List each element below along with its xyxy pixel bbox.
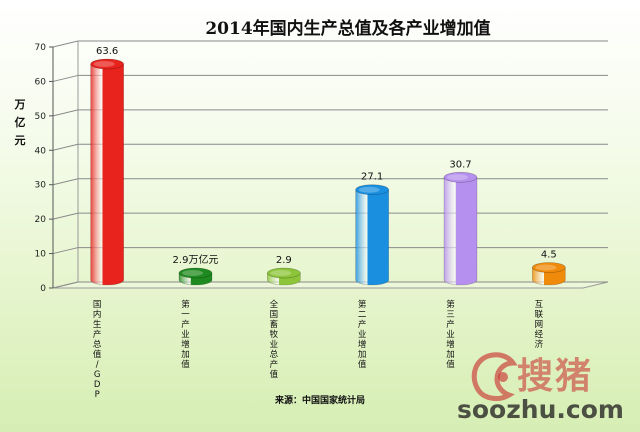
y-tick-label: 0 [40,284,46,294]
bar-top [178,267,213,279]
gridline-depth [52,247,79,255]
bar-top-highlight [93,61,115,68]
bar-top-highlight [182,270,203,277]
bar-top-highlight [270,270,292,277]
watermark: 搜猪 soozhu.com [455,345,640,432]
x-category-label: 第一产业增加值 [181,299,190,370]
y-tick-label: 30 [35,181,47,191]
gridline-depth [52,212,79,220]
watermark-logo-icon [471,352,518,401]
y-tick-label: 70 [35,43,47,53]
chart-title: 2014年国内生产总值及各产业增加值 [205,19,491,39]
y-tick-label: 20 [35,215,47,225]
y-tick-label: 60 [35,77,47,87]
bar-top [532,262,566,273]
bar-top-highlight [535,264,557,271]
y-tick-label: 10 [35,250,47,260]
x-category-label: 国内生产总值/G D P [93,300,102,400]
bar-top [90,58,124,70]
data-label: 63.6 [96,46,118,57]
gridline-depth [52,109,79,117]
bar [443,177,478,286]
gridline-depth [52,178,79,186]
bar [532,267,566,286]
watermark-url: soozhu.com [457,395,624,424]
gridline-depth [52,74,79,82]
data-label: 2.9 [276,255,292,266]
gridline-depth [52,143,79,151]
source-note: 来源：中国国家统计局 [274,396,365,406]
y-axis-label: 万亿元 [14,98,26,147]
bar-top [443,172,478,183]
gridline-depth [52,281,79,289]
y-tick-label: 40 [35,146,47,156]
data-label: 2.9万亿元 [173,253,219,266]
bar-top [355,184,389,195]
gridline-depth [52,40,79,48]
chart-floor [52,281,609,289]
bar [90,63,124,286]
y-tick-label: 50 [35,112,47,122]
bar [355,189,389,286]
x-category-label: 全国畜牧业总产值 [270,299,279,380]
data-label: 4.5 [541,250,557,261]
bar-top-highlight [447,174,468,181]
data-label: 27.1 [361,172,383,183]
x-category-label: 第二产业增加值 [358,299,367,370]
bar-top [267,267,301,279]
x-category-label: 互联网经济 [535,300,544,350]
data-label: 30.7 [449,159,471,170]
watermark-logo-text: 搜猪 [517,355,594,397]
x-category-label: 第三产业增加值 [446,299,455,370]
bar-top-highlight [358,186,380,193]
